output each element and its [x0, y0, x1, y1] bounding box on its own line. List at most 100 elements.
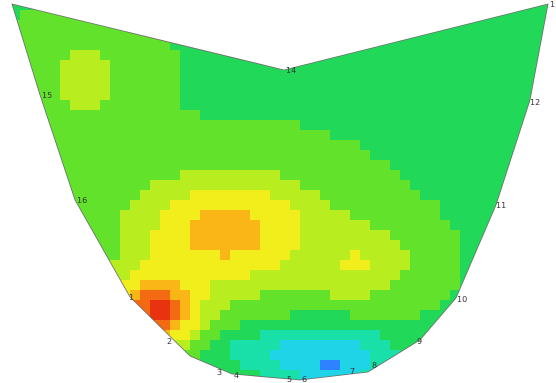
heatmap-cell: [490, 160, 501, 171]
heatmap-cell: [400, 330, 411, 341]
heatmap-cell: [510, 240, 521, 251]
heatmap-cell: [190, 330, 201, 341]
heatmap-cell: [140, 150, 151, 161]
heatmap-cell: [230, 20, 241, 31]
heatmap-cell: [180, 290, 191, 301]
heatmap-cell: [220, 100, 231, 111]
heatmap-cell: [530, 120, 541, 131]
heatmap-cell: [480, 300, 491, 311]
heatmap-cell: [140, 110, 151, 121]
heatmap-cell: [210, 230, 221, 241]
electrode-label: 10: [457, 295, 467, 304]
heatmap-cell: [190, 280, 201, 291]
heatmap-cell: [230, 220, 241, 231]
heatmap-cell: [70, 140, 81, 151]
heatmap-cell: [80, 60, 91, 71]
heatmap-cell: [190, 320, 201, 331]
heatmap-cell: [470, 70, 481, 81]
heatmap-cell: [540, 50, 548, 61]
heatmap-cell: [250, 270, 261, 281]
heatmap-cell: [480, 220, 491, 231]
heatmap-cell: [480, 70, 491, 81]
heatmap-cell: [240, 130, 251, 141]
heatmap-cell: [280, 370, 291, 380]
heatmap-cell: [380, 240, 391, 251]
heatmap-cell: [70, 310, 81, 321]
heatmap-cell: [490, 150, 501, 161]
heatmap-cell: [430, 40, 441, 51]
heatmap-cell: [330, 90, 341, 101]
heatmap-cell: [110, 220, 121, 231]
heatmap-cell: [540, 160, 548, 171]
heatmap-cell: [410, 190, 421, 201]
heatmap-cell: [80, 230, 91, 241]
heatmap-cell: [250, 250, 261, 261]
heatmap-cell: [340, 270, 351, 281]
heatmap-cell: [340, 30, 351, 41]
heatmap-cell: [210, 60, 221, 71]
heatmap-cell: [200, 100, 211, 111]
heatmap-cell: [290, 200, 301, 211]
heatmap-cell: [440, 340, 451, 351]
heatmap-cell: [550, 250, 556, 261]
heatmap-cell: [190, 120, 201, 131]
heatmap-cell: [320, 260, 331, 271]
heatmap-cell: [500, 240, 511, 251]
heatmap-cell: [320, 250, 331, 261]
heatmap-cell: [420, 180, 431, 191]
heatmap-cell: [90, 310, 101, 321]
heatmap-cell: [150, 330, 161, 341]
heatmap-cell: [90, 110, 101, 121]
heatmap-cell: [230, 130, 241, 141]
heatmap-cell: [160, 50, 171, 61]
heatmap-cell: [250, 320, 261, 331]
heatmap-cell: [470, 230, 481, 241]
heatmap-cell: [490, 340, 501, 351]
heatmap-cell: [120, 30, 131, 41]
heatmap-cell: [100, 150, 111, 161]
heatmap-cell: [250, 170, 261, 181]
heatmap-cell: [500, 60, 511, 71]
heatmap-cell: [550, 170, 556, 181]
heatmap-cell: [450, 260, 461, 271]
heatmap-cell: [120, 90, 131, 101]
heatmap-cell: [12, 80, 21, 91]
heatmap-cell: [330, 130, 341, 141]
heatmap-cell: [440, 110, 451, 121]
heatmap-cell: [340, 280, 351, 291]
heatmap-cell: [120, 360, 131, 371]
heatmap-cell: [280, 90, 291, 101]
heatmap-cell: [210, 360, 221, 371]
heatmap-cell: [330, 200, 341, 211]
heatmap-cell: [430, 10, 441, 21]
heatmap-cell: [190, 370, 201, 380]
heatmap-cell: [410, 130, 421, 141]
heatmap-cell: [290, 290, 301, 301]
heatmap-cell: [400, 120, 411, 131]
heatmap-cell: [12, 270, 21, 281]
heatmap-cell: [370, 50, 381, 61]
heatmap-cell: [270, 170, 281, 181]
heatmap-cell: [230, 40, 241, 51]
heatmap-cell: [230, 120, 241, 131]
heatmap-cell: [230, 320, 241, 331]
heatmap-cell: [100, 220, 111, 231]
heatmap-cell: [200, 190, 211, 201]
heatmap-cell: [220, 190, 231, 201]
heatmap-cell: [70, 50, 81, 61]
heatmap-cell: [80, 70, 91, 81]
heatmap-cell: [30, 300, 41, 311]
heatmap-cell: [360, 90, 371, 101]
heatmap-cell: [160, 120, 171, 131]
heatmap-cell: [490, 290, 501, 301]
heatmap-cell: [200, 130, 211, 141]
heatmap-cell: [490, 100, 501, 111]
heatmap-cell: [550, 10, 556, 21]
heatmap-cell: [410, 280, 421, 291]
heatmap-cell: [370, 230, 381, 241]
heatmap-cell: [50, 80, 61, 91]
heatmap-cell: [40, 30, 51, 41]
heatmap-cell: [260, 90, 271, 101]
heatmap-cell: [290, 20, 301, 31]
heatmap-cell: [110, 130, 121, 141]
